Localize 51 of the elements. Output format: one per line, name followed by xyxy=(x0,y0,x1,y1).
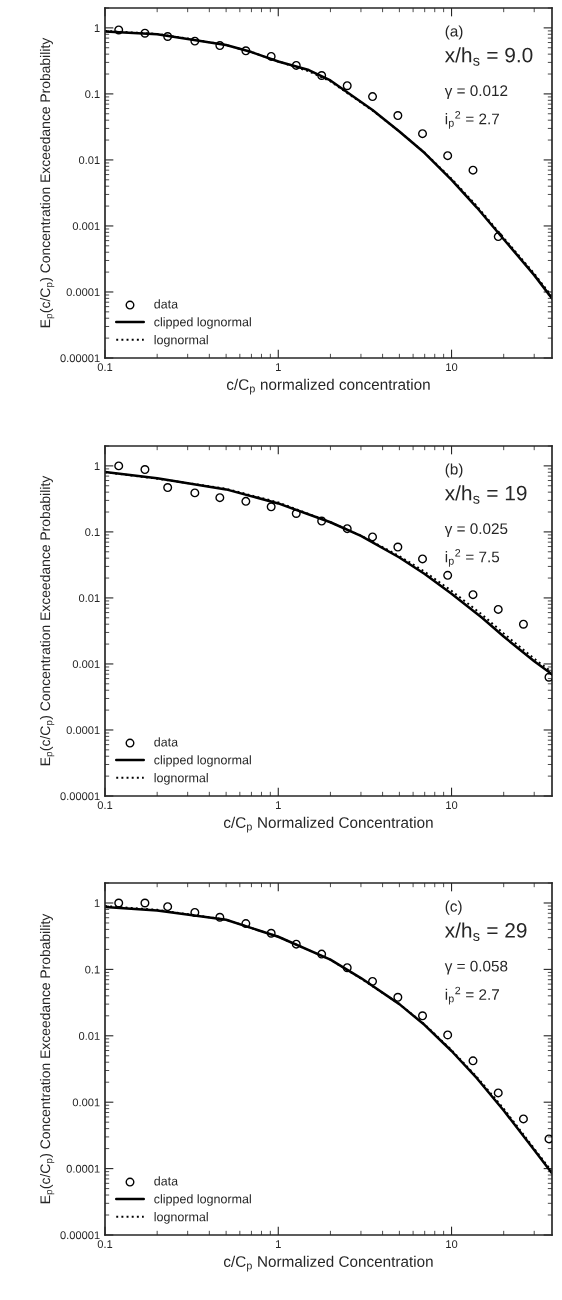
x-axis-title: c/C$_{p}$ Normalized Concentration xyxy=(223,1255,433,1272)
y-tick-label: 0.001 xyxy=(72,1098,100,1107)
y-tick-label: 0.1 xyxy=(85,528,100,537)
y-tick-label: 0.00001 xyxy=(60,792,100,801)
y-tick-label: 0.0001 xyxy=(66,1164,100,1173)
annotation: i$_{p}$$^{2}$ = 7.5 xyxy=(445,549,500,567)
x-tick-label: 10 xyxy=(446,1240,458,1249)
legend-label: clipped lognormal xyxy=(154,317,251,329)
y-tick-label: 0.00001 xyxy=(60,354,100,363)
y-tick-label: 0.01 xyxy=(78,1032,100,1040)
legend-label: clipped lognormal xyxy=(154,755,251,767)
y-tick-label: 0.001 xyxy=(72,660,100,669)
x-axis-title: c/C$_{p}$ normalized concentration xyxy=(226,378,430,395)
y-tick-label: 1 xyxy=(94,899,100,908)
y-tick-label: 0.0001 xyxy=(66,726,100,735)
y-tick-label: 0.00001 xyxy=(60,1231,100,1240)
y-axis-title: E$_{p}$(c/C$_{p}$) Concentration Exceedance Probability xyxy=(39,475,55,766)
y-tick-label: 0.01 xyxy=(78,594,100,603)
y-axis-title: E$_{p}$(c/C$_{p}$) Concentration Exceedance Probability xyxy=(39,913,55,1204)
legend-label: lognormal xyxy=(154,773,208,785)
annotation: i$_{p}$$^{2}$ = 2.7 xyxy=(445,986,499,1005)
annotation: γ = 0.058 xyxy=(444,960,508,975)
annotation: x/h$_{s}$ = 9.0 xyxy=(444,47,533,66)
y-axis-title: E$_{p}$(c/C$_{p}$) Concentration Exceedance Probability xyxy=(39,37,55,328)
y-tick-label: 1 xyxy=(94,24,100,32)
x-axis-title: c/C$_{p}$ Normalized Concentration xyxy=(223,816,433,833)
annotation: (c) xyxy=(445,900,462,915)
annotation: γ = 0.012 xyxy=(444,85,508,100)
annotation: x/h$_{s}$ = 19 xyxy=(444,485,527,504)
x-tick-label: 1 xyxy=(276,363,281,371)
legend-label: lognormal xyxy=(154,1212,208,1224)
annotation: (b) xyxy=(445,463,463,478)
x-tick-label: 1 xyxy=(276,801,281,809)
y-tick-label: 0.1 xyxy=(85,90,100,99)
y-tick-label: 1 xyxy=(94,462,100,470)
legend-label: data xyxy=(154,1176,179,1186)
x-tick-label: 1 xyxy=(276,1240,281,1248)
legend-label: lognormal xyxy=(154,335,208,347)
legend-label: data xyxy=(154,299,179,309)
legend-label: clipped lognormal xyxy=(154,1194,251,1206)
annotation: (a) xyxy=(445,25,463,40)
y-tick-label: 0.1 xyxy=(85,965,100,974)
x-tick-label: 10 xyxy=(446,801,458,810)
y-tick-label: 0.0001 xyxy=(66,288,100,297)
annotation: x/h$_{s}$ = 29 xyxy=(444,922,527,941)
x-tick-label: 10 xyxy=(446,363,458,372)
y-tick-label: 0.001 xyxy=(72,222,100,231)
annotation: i$_{p}$$^{2}$ = 2.7 xyxy=(445,111,499,129)
y-tick-label: 0.01 xyxy=(78,156,100,165)
legend-label: data xyxy=(154,737,179,747)
annotation: γ = 0.025 xyxy=(444,523,508,538)
